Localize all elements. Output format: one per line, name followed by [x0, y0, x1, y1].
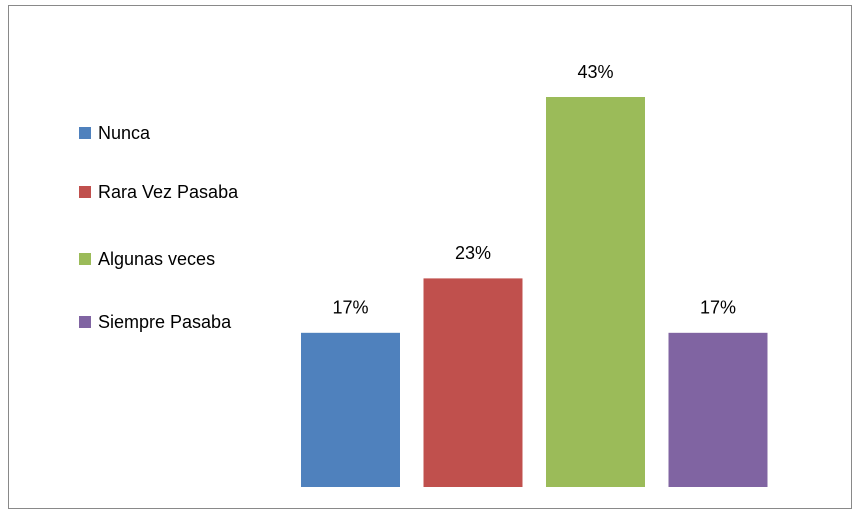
- legend-label: Siempre Pasaba: [98, 312, 232, 332]
- bar: [301, 332, 400, 487]
- bar: [668, 332, 768, 487]
- legend-label: Rara Vez Pasaba: [98, 182, 239, 202]
- bar: [423, 278, 523, 487]
- legend-swatch: [79, 316, 91, 328]
- legend-label: Algunas veces: [98, 249, 215, 269]
- legend-label: Nunca: [98, 123, 151, 143]
- data-label: 17%: [332, 298, 368, 318]
- data-label: 43%: [577, 62, 613, 82]
- legend-swatch: [79, 186, 91, 198]
- data-label: 23%: [455, 243, 491, 263]
- bar: [546, 97, 645, 487]
- legend-swatch: [79, 253, 91, 265]
- data-label: 17%: [700, 298, 736, 318]
- legend-swatch: [79, 127, 91, 139]
